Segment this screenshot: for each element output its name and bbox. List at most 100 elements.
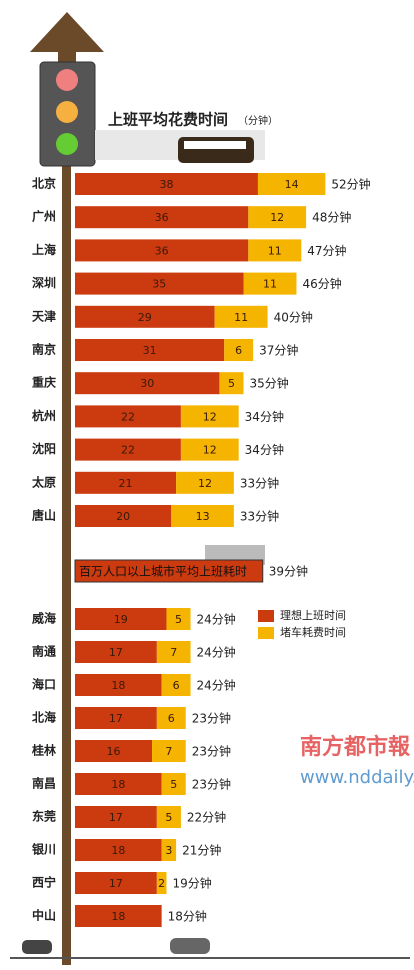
- bar-segment: [156, 806, 181, 828]
- bar-segment: [161, 773, 186, 795]
- category-label: 太原: [32, 474, 56, 489]
- segment-label: 11: [268, 244, 282, 257]
- light-red: [56, 69, 78, 91]
- bar-segment: [75, 872, 157, 894]
- bar-segment: [75, 806, 157, 828]
- category-label: 南通: [32, 644, 56, 659]
- category-label: 东莞: [32, 809, 56, 824]
- segment-label: 5: [165, 811, 172, 824]
- segment-label: 5: [170, 778, 177, 791]
- car-left: [22, 940, 52, 954]
- category-label: 沈阳: [32, 441, 56, 456]
- total-label: 24分钟: [197, 678, 236, 693]
- segment-label: 36: [155, 211, 169, 224]
- bar-segment: [75, 707, 157, 729]
- segment-label: 6: [173, 679, 180, 692]
- watermark-url: www.nddaily.com: [300, 767, 414, 788]
- category-label: 银川: [32, 842, 56, 857]
- car-right: [170, 938, 210, 954]
- segment-label: 17: [109, 646, 123, 659]
- bar-segment: [152, 740, 186, 762]
- bar-segment: [156, 872, 167, 894]
- segment-label: 11: [263, 278, 277, 291]
- total-label: 48分钟: [312, 210, 351, 225]
- bar-segment: [75, 339, 225, 361]
- average-bar: [74, 559, 264, 583]
- segment-label: 17: [109, 877, 123, 890]
- legend-label: 理想上班时间: [280, 608, 346, 622]
- bar-segment: [214, 305, 268, 328]
- total-label: 23分钟: [192, 777, 231, 792]
- bar-segment: [75, 173, 258, 195]
- bar-segment: [75, 206, 249, 229]
- total-label: 18分钟: [168, 909, 207, 924]
- bar-segment: [176, 471, 234, 494]
- category-label: 中山: [32, 908, 56, 923]
- bar-segment: [75, 839, 162, 861]
- total-label: 33分钟: [240, 475, 279, 490]
- total-label: 40分钟: [274, 309, 313, 324]
- legend-swatch: [258, 627, 274, 639]
- pole: [62, 60, 71, 965]
- segment-label: 20: [116, 510, 130, 523]
- total-label: 23分钟: [192, 744, 231, 759]
- category-label: 南京: [32, 342, 56, 357]
- segment-label: 36: [155, 244, 169, 257]
- bar-segment: [75, 438, 181, 461]
- average-total: 39分钟: [269, 564, 308, 579]
- segment-label: 12: [203, 410, 217, 423]
- segment-label: 19: [114, 613, 128, 626]
- segment-label: 11: [234, 311, 248, 324]
- bar-segment: [75, 773, 162, 795]
- bar-segment: [156, 707, 186, 729]
- bar-segment: [75, 272, 244, 295]
- chart-title: 上班平均花费时间: [108, 111, 228, 129]
- total-label: 24分钟: [197, 612, 236, 627]
- category-label: 重庆: [32, 375, 56, 390]
- segment-label: 22: [121, 410, 135, 423]
- total-label: 47分钟: [307, 243, 346, 258]
- segment-label: 5: [228, 377, 235, 390]
- legend-swatch: [258, 610, 274, 622]
- category-label: 北京: [32, 176, 56, 191]
- segment-label: 12: [203, 444, 217, 457]
- segment-label: 18: [111, 844, 125, 857]
- segment-label: 22: [121, 444, 135, 457]
- bar-segment: [248, 206, 307, 229]
- category-label: 海口: [32, 677, 56, 692]
- segment-label: 5: [175, 613, 182, 626]
- segment-label: 17: [109, 712, 123, 725]
- category-label: 上海: [32, 242, 56, 257]
- total-label: 21分钟: [182, 843, 221, 858]
- bar-segment: [180, 438, 239, 461]
- total-label: 24分钟: [197, 645, 236, 660]
- total-label: 19分钟: [172, 876, 211, 891]
- segment-label: 18: [111, 778, 125, 791]
- segment-label: 18: [111, 679, 125, 692]
- category-label: 桂林: [31, 743, 56, 758]
- bar-segment: [224, 339, 254, 361]
- total-label: 52分钟: [331, 177, 370, 192]
- bar-segment: [257, 173, 326, 195]
- bar-segment: [75, 305, 215, 328]
- category-label: 北海: [32, 710, 56, 725]
- segment-label: 6: [168, 712, 175, 725]
- segment-label: 38: [159, 178, 173, 191]
- bar-segment: [75, 471, 177, 494]
- category-label: 杭州: [32, 408, 56, 423]
- total-label: 33分钟: [240, 509, 279, 524]
- category-label: 天津: [32, 308, 56, 323]
- category-label: 南昌: [32, 776, 56, 791]
- segment-label: 17: [109, 811, 123, 824]
- segment-label: 13: [196, 510, 210, 523]
- chart-subtitle: （分钟）: [238, 114, 278, 127]
- segment-label: 30: [140, 377, 154, 390]
- total-label: 46分钟: [302, 276, 341, 291]
- bar-segment: [75, 372, 220, 395]
- segment-label: 14: [285, 178, 299, 191]
- bar-segment: [156, 641, 191, 663]
- bar-segment: [75, 674, 162, 696]
- segment-label: 31: [143, 344, 157, 357]
- bar-segment: [75, 641, 157, 663]
